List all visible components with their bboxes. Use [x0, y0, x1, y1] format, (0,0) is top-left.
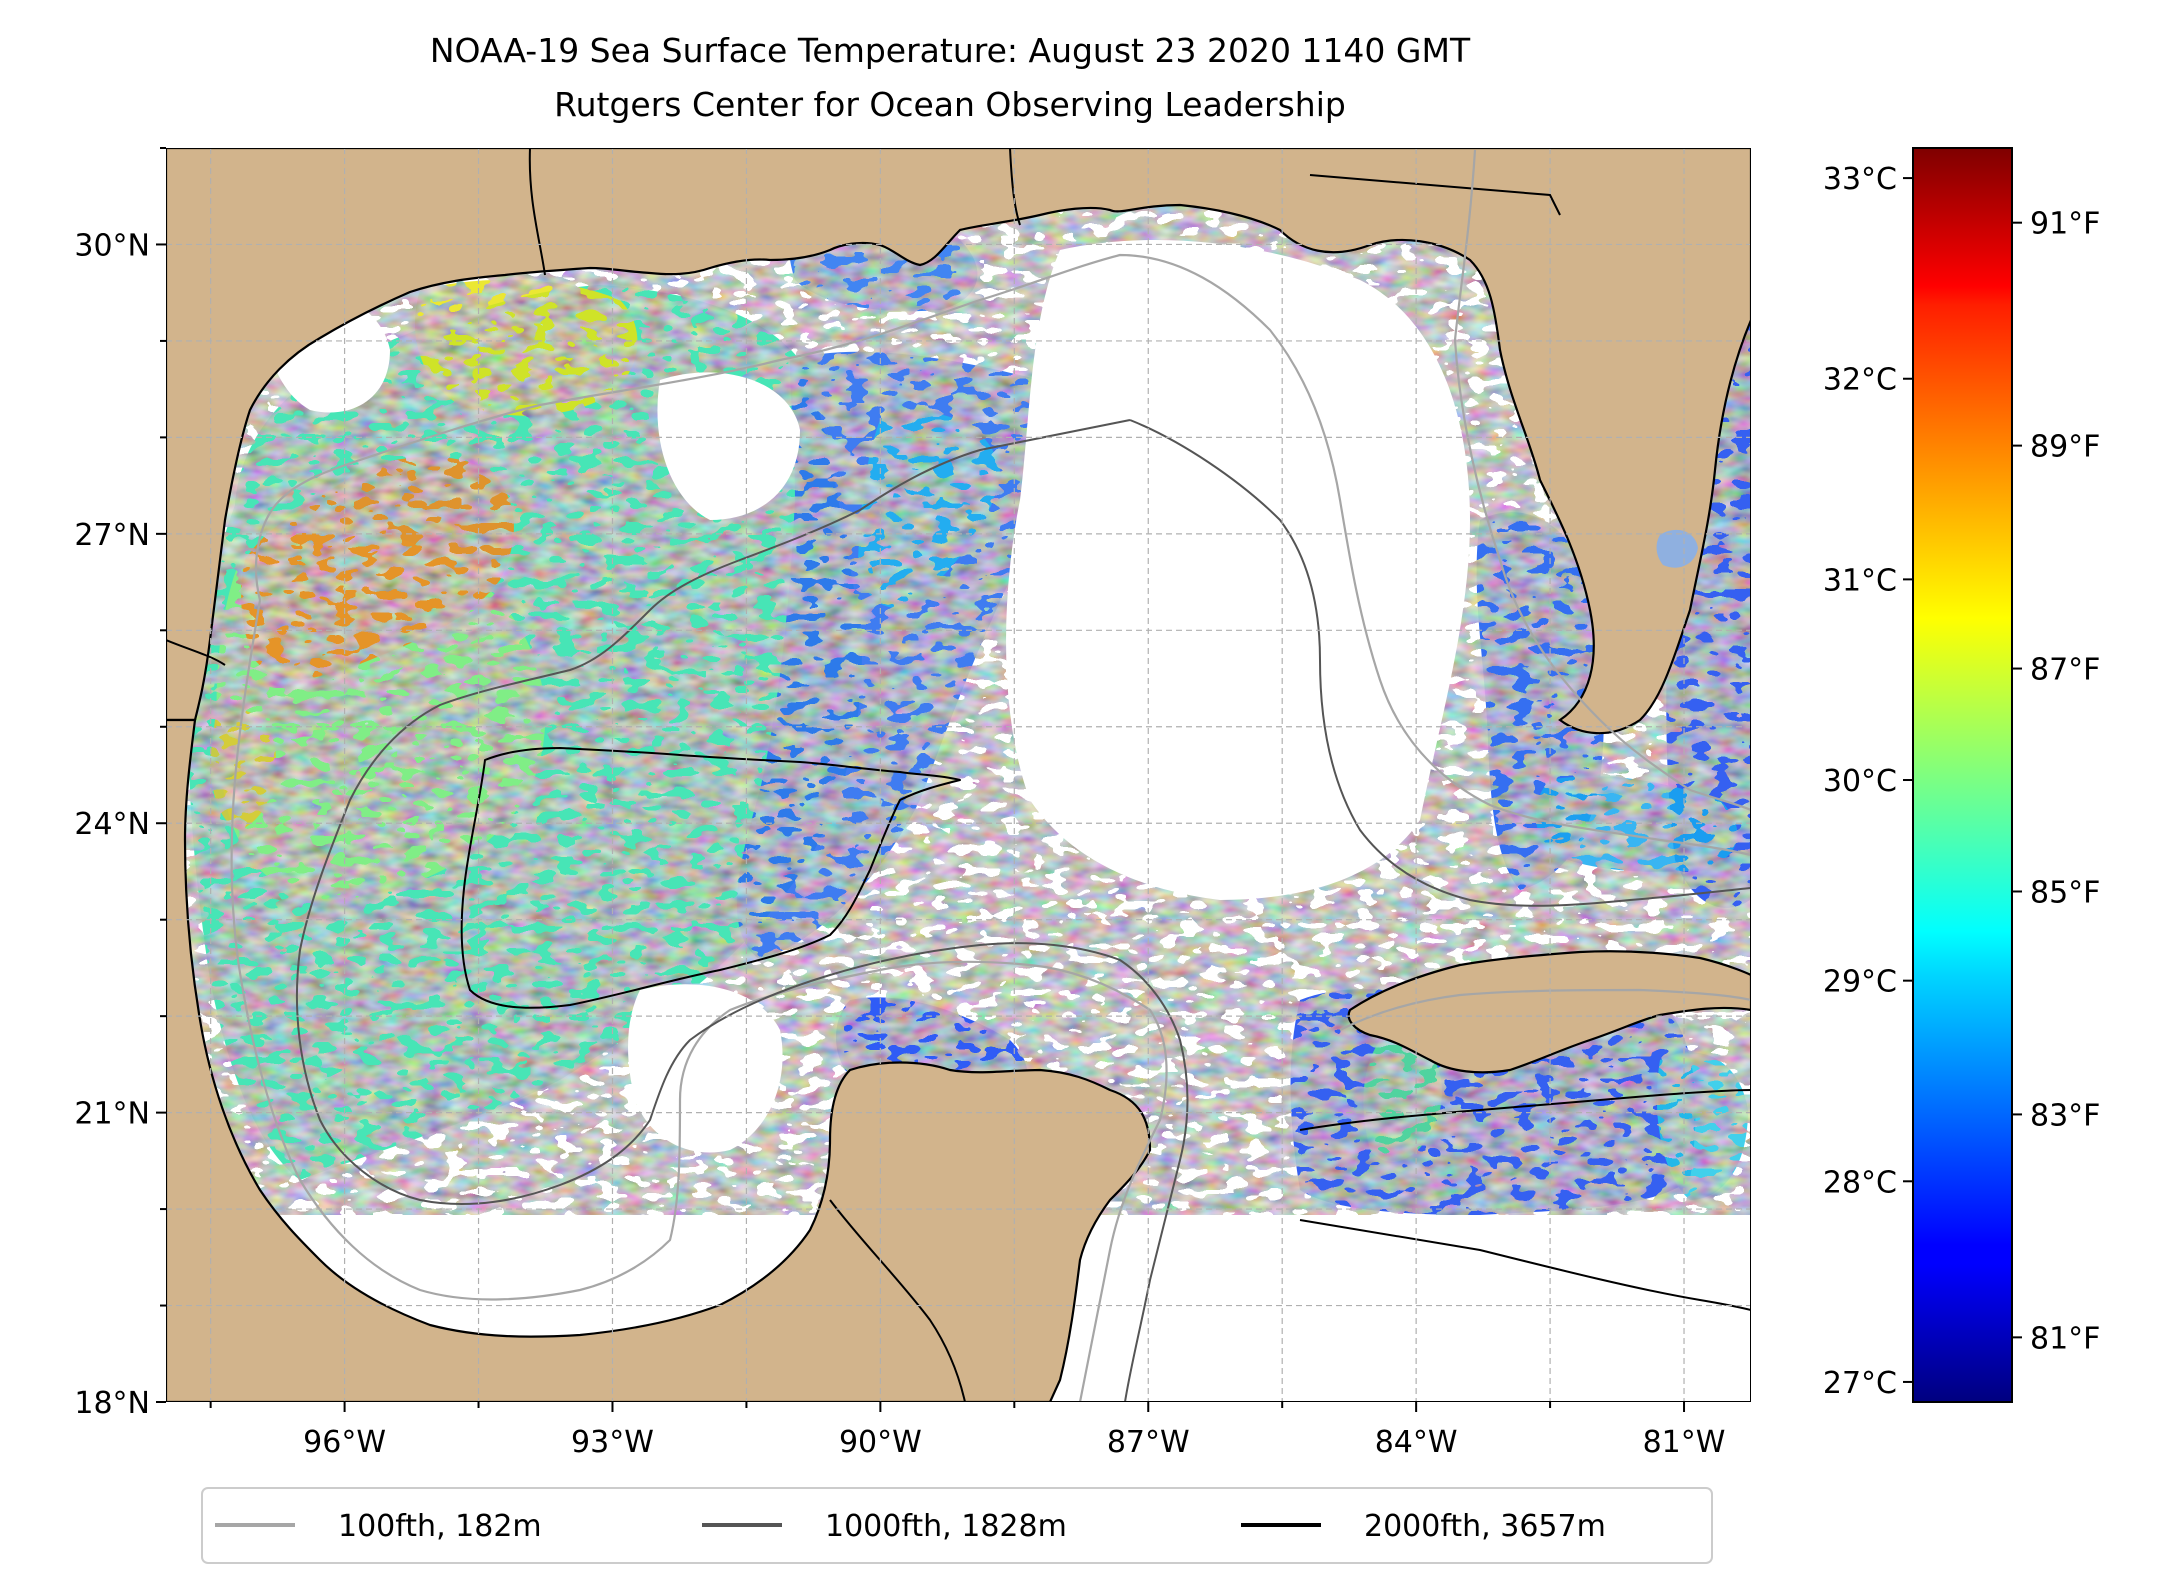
- border-us-mexico: [166, 639, 226, 666]
- celsius-tick-label: 31°C: [1823, 563, 1897, 598]
- lat-tick-label: 27°N: [74, 518, 150, 553]
- land-mexico: [166, 718, 1152, 1402]
- border-mexico-guatemala: [829, 1199, 966, 1402]
- title-line-2: Rutgers Center for Ocean Observing Leade…: [554, 85, 1346, 124]
- colorbar-celsius-axis: 27°C 28°C 29°C 30°C 31°C 32°C 33°C: [1823, 162, 1913, 1401]
- celsius-tick-label: 29°C: [1823, 965, 1897, 1000]
- lon-tick-label: 90°W: [839, 1425, 922, 1460]
- celsius-tick-label: 28°C: [1823, 1165, 1897, 1200]
- fahrenheit-tick-label: 89°F: [2030, 430, 2100, 465]
- celsius-tick-label: 33°C: [1823, 162, 1897, 197]
- lat-tick-label: 18°N: [74, 1386, 150, 1421]
- fahrenheit-tick-label: 87°F: [2030, 653, 2100, 688]
- border-mississippi-alabama: [1009, 148, 1021, 226]
- contour-100fth: [230, 149, 1751, 1402]
- fahrenheit-tick-label: 83°F: [2030, 1098, 2100, 1133]
- lon-tick-label: 81°W: [1643, 1425, 1726, 1460]
- lake-okeechobee: [1656, 529, 1698, 568]
- lat-tick-label: 30°N: [74, 228, 150, 263]
- map-panel: [166, 148, 1751, 1402]
- map-gridlines: [166, 148, 1751, 1402]
- colorbar-gradient: [1912, 147, 2013, 1403]
- land-us-gulf-coast: [166, 148, 1751, 735]
- lat-tick-label: 24°N: [74, 807, 150, 842]
- fahrenheit-tick-label: 85°F: [2030, 875, 2100, 910]
- border-state-line: [1309, 174, 1561, 216]
- bathymetry-contours: [230, 149, 1751, 1402]
- lon-tick-label: 93°W: [571, 1425, 654, 1460]
- sst-data-layer: [166, 148, 1751, 1402]
- contour-legend: 100fth, 182m 1000fth, 1828m 2000fth, 3657m: [201, 1487, 1713, 1564]
- cloud-gap-eastern-gulf: [1006, 240, 1470, 900]
- lon-axis: 96°W 93°W 90°W 87°W 84°W 81°W: [209, 1402, 1726, 1460]
- lat-tick-label: 21°N: [74, 1097, 150, 1132]
- border-texas-louisiana: [528, 148, 546, 276]
- celsius-tick-label: 30°C: [1823, 764, 1897, 799]
- legend-label: 100fth, 182m: [338, 1509, 542, 1544]
- lon-tick-label: 87°W: [1107, 1425, 1190, 1460]
- celsius-tick-label: 27°C: [1823, 1366, 1897, 1401]
- cloud-gap-south-central: [628, 984, 783, 1153]
- lon-tick-label: 96°W: [303, 1425, 386, 1460]
- legend-label: 1000fth, 1828m: [825, 1509, 1067, 1544]
- fahrenheit-tick-label: 81°F: [2030, 1321, 2100, 1356]
- contour-1000fth: [295, 419, 1751, 1402]
- legend-box: [201, 1487, 1713, 1564]
- cloud-gap-north-central: [657, 372, 800, 520]
- colorbar: 27°C 28°C 29°C 30°C 31°C 32°C 33°C 81°F 83°F 85°…: [1823, 147, 2100, 1403]
- celsius-tick-label: 32°C: [1823, 363, 1897, 398]
- title-line-1: NOAA-19 Sea Surface Temperature: August …: [430, 31, 1471, 70]
- legend-label: 2000fth, 3657m: [1364, 1509, 1606, 1544]
- lat-axis: 18°N 21°N 24°N 27°N 30°N: [74, 147, 166, 1421]
- lon-tick-label: 84°W: [1375, 1425, 1458, 1460]
- colorbar-fahrenheit-axis: 81°F 83°F 85°F 87°F 89°F 91°F: [2012, 207, 2100, 1356]
- political-borders: [166, 148, 1561, 1402]
- fahrenheit-tick-label: 91°F: [2030, 207, 2100, 242]
- contour-2000fth: [460, 747, 1751, 1311]
